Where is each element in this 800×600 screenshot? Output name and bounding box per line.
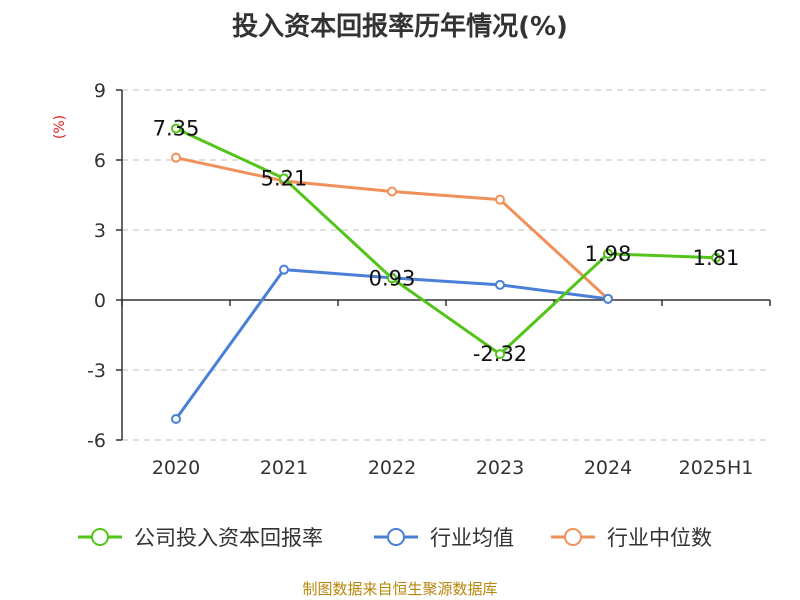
legend-label: 行业中位数 <box>607 526 712 550</box>
data-point <box>387 186 397 197</box>
y-tick-label: -3 <box>87 360 106 382</box>
legend-marker <box>387 528 405 546</box>
data-label: 1.98 <box>585 242 632 266</box>
x-tick-label: 2022 <box>368 457 416 479</box>
y-tick-label: 3 <box>94 220 106 242</box>
legend-marker <box>564 528 582 546</box>
data-point <box>495 194 505 205</box>
data-point <box>171 123 181 134</box>
data-label: 5.21 <box>261 166 308 190</box>
series-line <box>174 268 609 420</box>
data-label: 7.35 <box>153 117 200 141</box>
x-tick-label: 2023 <box>476 457 524 479</box>
x-tick-label: 2020 <box>152 457 200 479</box>
y-tick-label: 6 <box>94 150 106 172</box>
legend-label: 行业均值 <box>430 526 514 550</box>
data-label: 0.93 <box>369 266 416 290</box>
data-source-note: 制图数据来自恒生聚源数据库 <box>302 580 498 598</box>
y-tick-label: -6 <box>87 430 106 452</box>
y-tick-label: 9 <box>94 80 106 102</box>
data-point <box>279 173 289 184</box>
data-label: 1.81 <box>693 246 740 270</box>
y-axis-unit-label: (%) <box>52 115 68 139</box>
x-tick-label: 2025H1 <box>679 457 754 479</box>
y-tick-label: 0 <box>94 290 106 312</box>
data-point <box>171 152 181 163</box>
data-point <box>387 273 397 284</box>
data-point <box>711 252 721 263</box>
data-point <box>495 349 505 360</box>
x-tick-label: 2024 <box>584 457 632 479</box>
data-label: -2.32 <box>473 342 527 366</box>
data-point <box>495 279 505 290</box>
data-point <box>171 414 181 424</box>
series-line <box>175 127 717 356</box>
data-point <box>603 293 613 304</box>
legend-marker <box>91 528 109 546</box>
data-point <box>603 248 613 259</box>
x-tick-label: 2021 <box>260 457 308 479</box>
chart-title: 投入资本回报率历年情况(%) <box>232 12 568 42</box>
legend-label: 公司投入资本回报率 <box>134 526 323 550</box>
data-point <box>279 264 289 275</box>
